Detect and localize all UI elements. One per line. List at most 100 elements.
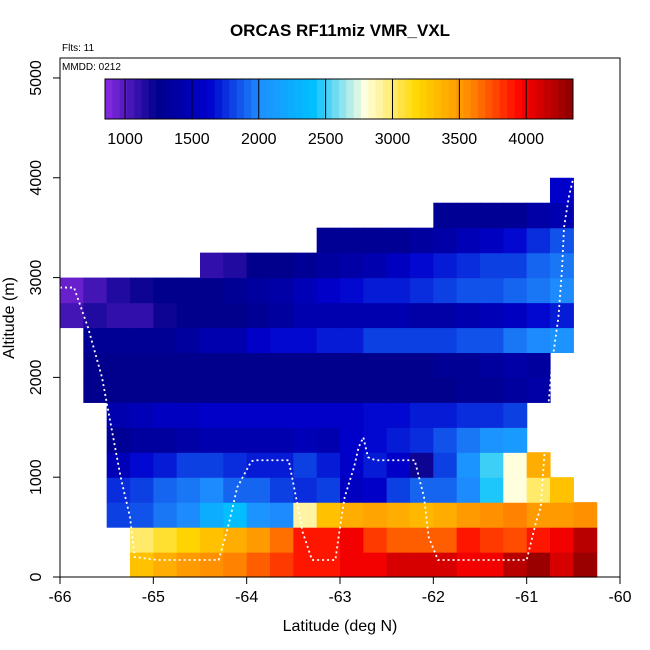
- heat-cell: [200, 302, 224, 329]
- heat-cell: [386, 227, 411, 254]
- colorbar-segment: [229, 79, 238, 119]
- heat-cell: [503, 352, 528, 378]
- heat-cell: [130, 477, 154, 503]
- heat-cell: [223, 452, 248, 478]
- heat-cell: [153, 477, 178, 503]
- heat-cell: [200, 452, 224, 478]
- heat-cell: [83, 302, 108, 329]
- heat-cell: [130, 327, 154, 354]
- heat-cell: [386, 427, 411, 453]
- heat-cell: [316, 252, 341, 279]
- heat-cell: [480, 377, 504, 403]
- heat-cell: [106, 502, 131, 528]
- x-tick-label: -64: [235, 589, 258, 606]
- heat-cell: [480, 477, 504, 503]
- heat-cell: [316, 552, 341, 578]
- heat-cell: [293, 252, 318, 279]
- colorbar-segment: [346, 79, 355, 119]
- heat-cell: [270, 352, 294, 378]
- heat-cell: [573, 502, 598, 528]
- colorbar-segment: [529, 79, 537, 119]
- colorbar-segment: [287, 79, 296, 119]
- heat-cell: [480, 427, 504, 453]
- heat-cell: [270, 452, 294, 478]
- heat-cell: [340, 452, 364, 478]
- heat-cell: [386, 352, 411, 378]
- heat-cell: [60, 302, 84, 329]
- colorbar-segment: [302, 79, 311, 119]
- heat-cell: [386, 477, 411, 503]
- heat-cell: [456, 352, 481, 378]
- colorbar-tick-label: 2000: [241, 131, 277, 148]
- heat-cell: [316, 527, 341, 553]
- heat-cell: [270, 277, 294, 304]
- heat-cell: [526, 227, 551, 254]
- heat-cell: [246, 402, 271, 428]
- heat-cell: [456, 552, 481, 578]
- heat-cell: [456, 477, 481, 503]
- heat-cell: [153, 552, 178, 578]
- heat-cell: [363, 302, 388, 329]
- y-tick-label: 2000: [28, 359, 45, 395]
- heat-cell: [410, 502, 434, 528]
- heat-cell: [153, 377, 178, 403]
- colorbar-segment: [514, 79, 523, 119]
- heat-cell: [153, 327, 178, 354]
- heat-cell: [153, 452, 178, 478]
- flight-track-line: [60, 177, 575, 561]
- heat-cell: [153, 277, 178, 304]
- heat-cell: [246, 277, 271, 304]
- heat-cell: [526, 252, 551, 279]
- heat-cell: [316, 427, 341, 453]
- colorbar-tick-label: 1000: [107, 131, 143, 148]
- heat-cell: [223, 552, 248, 578]
- heat-cell: [130, 277, 154, 304]
- heat-cell: [550, 552, 574, 578]
- heat-cell: [176, 427, 201, 453]
- heat-cell: [223, 402, 248, 428]
- heat-cell: [526, 327, 551, 354]
- heat-cell: [106, 352, 131, 378]
- colorbar-segment: [360, 79, 369, 119]
- heat-cell: [503, 402, 528, 428]
- colorbar-segment: [317, 79, 325, 119]
- colorbar-frame: [104, 78, 574, 120]
- heat-cell: [456, 252, 481, 279]
- colorbar-segment: [295, 79, 303, 119]
- heat-cell: [433, 477, 458, 503]
- heat-cell: [60, 277, 84, 304]
- heat-cell: [456, 277, 481, 304]
- heat-cell: [480, 202, 504, 229]
- heat-cell: [316, 502, 341, 528]
- heat-cell: [223, 277, 248, 304]
- heat-cell: [200, 427, 224, 453]
- heat-cell: [200, 477, 224, 503]
- y-axis: 0 1000 2000 3000 4000 5000: [28, 60, 60, 581]
- heat-cell: [410, 427, 434, 453]
- heat-cell: [176, 327, 201, 354]
- heat-cell: [176, 352, 201, 378]
- heat-cell: [503, 302, 528, 329]
- heat-cell: [223, 327, 248, 354]
- heat-cell: [246, 502, 271, 528]
- heat-cell: [526, 352, 551, 378]
- heat-cell: [106, 277, 131, 304]
- heat-cell: [456, 427, 481, 453]
- heat-cell: [503, 227, 528, 254]
- colorbar-segment: [243, 79, 252, 119]
- heat-cell: [410, 552, 434, 578]
- heat-cell: [316, 277, 341, 304]
- colorbar-segment: [200, 79, 208, 119]
- heat-cell: [246, 452, 271, 478]
- y-tick-label: 4000: [28, 160, 45, 196]
- y-tick-label: 3000: [28, 260, 45, 296]
- heat-cell: [316, 302, 341, 329]
- colorbar-segment: [105, 79, 113, 119]
- heat-cell: [270, 252, 294, 279]
- colorbar-segment: [112, 79, 121, 119]
- heat-cell: [386, 377, 411, 403]
- heat-cell: [200, 252, 224, 279]
- colorbar-segment: [565, 79, 574, 119]
- heat-cell: [130, 527, 154, 553]
- colorbar-segment: [368, 79, 377, 119]
